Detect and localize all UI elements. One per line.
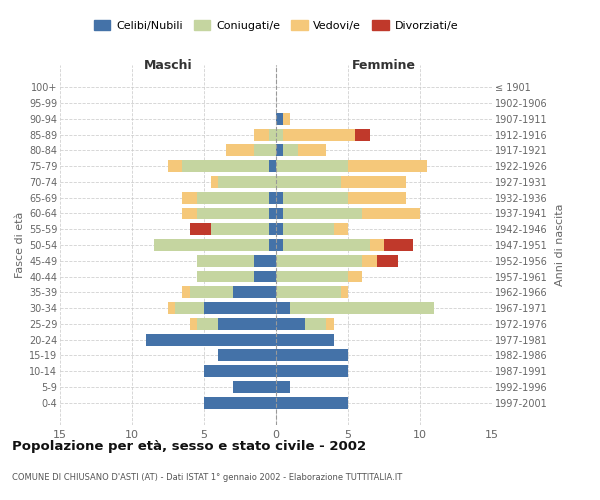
Bar (362, 208, 420, 220)
Bar (283, 113, 290, 124)
Bar (269, 208, 276, 220)
Bar (233, 381, 276, 393)
Bar (182, 160, 269, 172)
Bar (276, 176, 341, 188)
Bar (377, 255, 398, 266)
Bar (204, 397, 276, 408)
Bar (283, 128, 355, 140)
Bar (341, 176, 406, 188)
Bar (276, 366, 348, 377)
Bar (168, 302, 175, 314)
Bar (226, 144, 254, 156)
Bar (283, 224, 334, 235)
Bar (182, 208, 197, 220)
Bar (276, 113, 283, 124)
Bar (276, 270, 348, 282)
Bar (233, 286, 276, 298)
Bar (276, 160, 348, 172)
Legend: Celibi/Nubili, Coniugati/e, Vedovi/e, Divorziati/e: Celibi/Nubili, Coniugati/e, Vedovi/e, Di… (89, 16, 463, 35)
Bar (211, 224, 269, 235)
Bar (384, 239, 413, 251)
Bar (298, 144, 326, 156)
Bar (348, 192, 406, 203)
Bar (305, 318, 326, 330)
Bar (218, 350, 276, 362)
Bar (190, 224, 211, 235)
Bar (175, 302, 204, 314)
Bar (269, 128, 276, 140)
Bar (154, 239, 269, 251)
Bar (283, 208, 362, 220)
Bar (276, 255, 362, 266)
Bar (269, 192, 276, 203)
Text: Femmine: Femmine (352, 60, 416, 72)
Bar (370, 239, 384, 251)
Bar (269, 239, 276, 251)
Bar (276, 302, 290, 314)
Bar (283, 192, 348, 203)
Bar (269, 224, 276, 235)
Bar (276, 318, 305, 330)
Bar (211, 176, 218, 188)
Bar (269, 160, 276, 172)
Bar (341, 286, 348, 298)
Text: COMUNE DI CHIUSANO D'ASTI (AT) - Dati ISTAT 1° gennaio 2002 - Elaborazione TUTTI: COMUNE DI CHIUSANO D'ASTI (AT) - Dati IS… (12, 473, 402, 482)
Bar (276, 286, 341, 298)
Bar (283, 144, 298, 156)
Bar (290, 302, 434, 314)
Bar (348, 270, 362, 282)
Bar (204, 366, 276, 377)
Y-axis label: Anni di nascita: Anni di nascita (554, 204, 565, 286)
Bar (276, 334, 334, 345)
Bar (276, 208, 283, 220)
Bar (276, 381, 290, 393)
Bar (283, 239, 370, 251)
Text: Popolazione per età, sesso e stato civile - 2002: Popolazione per età, sesso e stato civil… (12, 440, 366, 453)
Bar (355, 128, 370, 140)
Bar (334, 224, 348, 235)
Bar (204, 302, 276, 314)
Bar (254, 144, 276, 156)
Bar (197, 318, 218, 330)
Bar (348, 160, 427, 172)
Bar (197, 255, 254, 266)
Y-axis label: Fasce di età: Fasce di età (14, 212, 25, 278)
Text: Maschi: Maschi (143, 60, 193, 72)
Bar (254, 270, 276, 282)
Bar (326, 318, 334, 330)
Bar (168, 160, 182, 172)
Bar (190, 286, 233, 298)
Bar (276, 144, 283, 156)
Bar (276, 224, 283, 235)
Bar (276, 192, 283, 203)
Bar (197, 270, 254, 282)
Bar (362, 255, 377, 266)
Bar (254, 128, 269, 140)
Bar (218, 318, 276, 330)
Bar (218, 176, 276, 188)
Bar (276, 350, 348, 362)
Bar (197, 192, 269, 203)
Bar (276, 239, 283, 251)
Bar (146, 334, 276, 345)
Bar (276, 397, 348, 408)
Bar (182, 192, 197, 203)
Bar (190, 318, 197, 330)
Bar (254, 255, 276, 266)
Bar (276, 128, 283, 140)
Bar (197, 208, 269, 220)
Bar (182, 286, 190, 298)
